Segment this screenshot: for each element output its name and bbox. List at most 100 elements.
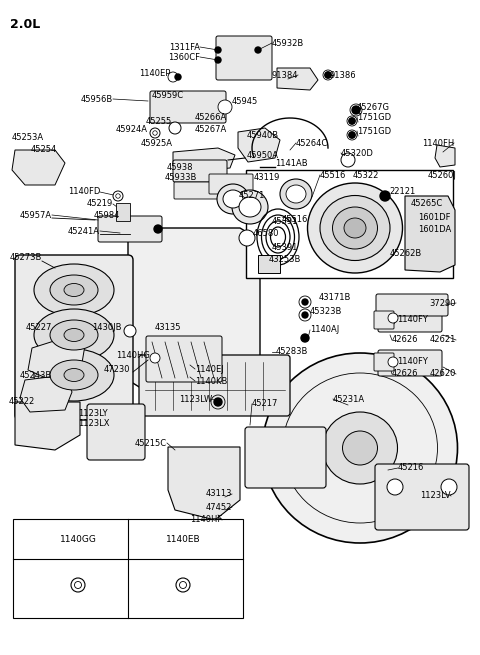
FancyBboxPatch shape	[173, 160, 227, 182]
Text: 45516: 45516	[320, 170, 347, 179]
PathPatch shape	[128, 228, 260, 400]
Text: 45253A: 45253A	[12, 134, 44, 143]
Circle shape	[325, 72, 331, 78]
PathPatch shape	[405, 196, 455, 272]
Circle shape	[388, 313, 398, 323]
PathPatch shape	[173, 148, 235, 172]
Text: 45273B: 45273B	[10, 253, 42, 263]
Text: 45938: 45938	[167, 162, 193, 172]
Text: 45924A: 45924A	[116, 126, 148, 134]
Circle shape	[349, 118, 355, 124]
FancyBboxPatch shape	[209, 174, 253, 194]
Circle shape	[215, 57, 221, 63]
Text: 45320D: 45320D	[341, 149, 374, 157]
Text: 45391: 45391	[272, 244, 298, 252]
FancyBboxPatch shape	[375, 464, 469, 530]
Text: 1123LV: 1123LV	[420, 491, 451, 500]
Text: 42621: 42621	[430, 335, 456, 345]
FancyBboxPatch shape	[15, 255, 133, 420]
Text: 1751GD: 1751GD	[357, 126, 391, 136]
PathPatch shape	[277, 68, 318, 90]
Text: 1140EP: 1140EP	[139, 69, 170, 77]
Circle shape	[353, 107, 359, 113]
Text: 42620: 42620	[430, 369, 456, 379]
Circle shape	[255, 47, 261, 53]
Text: 37290: 37290	[430, 299, 456, 307]
PathPatch shape	[20, 375, 72, 412]
Text: 1140AJ: 1140AJ	[310, 326, 339, 335]
FancyBboxPatch shape	[216, 36, 272, 80]
Circle shape	[150, 128, 160, 138]
Ellipse shape	[344, 218, 366, 238]
Circle shape	[150, 353, 160, 363]
Circle shape	[325, 72, 331, 78]
Text: 42626: 42626	[392, 335, 419, 345]
Text: 45267A: 45267A	[195, 126, 227, 134]
FancyBboxPatch shape	[87, 404, 145, 460]
Circle shape	[349, 118, 355, 124]
Text: 45262B: 45262B	[390, 248, 422, 257]
Ellipse shape	[64, 329, 84, 341]
Text: 45959C: 45959C	[152, 90, 184, 100]
Ellipse shape	[280, 179, 312, 209]
Text: 1430JB: 1430JB	[93, 322, 122, 331]
Text: 1141AB: 1141AB	[275, 159, 308, 168]
Ellipse shape	[308, 183, 403, 273]
Ellipse shape	[323, 412, 397, 484]
Circle shape	[352, 106, 360, 114]
Ellipse shape	[286, 185, 306, 203]
Circle shape	[124, 325, 136, 337]
Circle shape	[302, 299, 308, 305]
Text: 45243B: 45243B	[20, 371, 52, 379]
Circle shape	[74, 582, 82, 588]
Text: 45956B: 45956B	[81, 94, 113, 103]
Circle shape	[341, 153, 355, 167]
PathPatch shape	[15, 402, 80, 450]
Text: 1311FA: 1311FA	[169, 43, 200, 52]
Text: 45932B: 45932B	[272, 39, 304, 48]
Text: 45264C: 45264C	[296, 138, 328, 147]
Text: 45323B: 45323B	[310, 307, 342, 316]
Text: 1140FY: 1140FY	[397, 316, 428, 324]
Circle shape	[387, 479, 403, 495]
Text: 1140GG: 1140GG	[60, 536, 96, 544]
Bar	[258, 255, 280, 273]
Text: 45957A: 45957A	[20, 210, 52, 219]
Circle shape	[215, 47, 221, 53]
Circle shape	[116, 194, 120, 198]
Text: 1601DF: 1601DF	[419, 214, 451, 223]
Text: 91386: 91386	[330, 71, 357, 79]
Text: 22121: 22121	[389, 187, 415, 196]
Circle shape	[168, 72, 178, 82]
Circle shape	[154, 225, 162, 233]
Circle shape	[214, 398, 222, 406]
Text: 45216: 45216	[398, 464, 424, 472]
Text: 45227: 45227	[25, 322, 52, 331]
Text: 45219: 45219	[87, 200, 113, 208]
Circle shape	[71, 578, 85, 592]
Text: 1123LX: 1123LX	[78, 419, 109, 428]
Circle shape	[349, 132, 355, 138]
Text: 1140HG: 1140HG	[116, 352, 150, 360]
Circle shape	[176, 578, 190, 592]
Ellipse shape	[320, 195, 390, 261]
Circle shape	[153, 131, 157, 135]
FancyBboxPatch shape	[150, 91, 226, 123]
Ellipse shape	[239, 197, 261, 217]
Text: 43171B: 43171B	[319, 293, 351, 303]
Ellipse shape	[223, 190, 243, 208]
PathPatch shape	[168, 447, 240, 520]
Text: 1140FY: 1140FY	[397, 358, 428, 367]
Circle shape	[302, 312, 308, 318]
Circle shape	[239, 230, 255, 246]
Bar	[116, 203, 130, 221]
Text: 45283B: 45283B	[276, 348, 308, 356]
Ellipse shape	[333, 207, 377, 249]
PathPatch shape	[12, 150, 65, 185]
Ellipse shape	[50, 360, 98, 390]
Text: 45254: 45254	[31, 145, 57, 155]
Circle shape	[441, 479, 457, 495]
Bar	[13, 519, 243, 618]
Ellipse shape	[34, 309, 114, 361]
Ellipse shape	[50, 320, 98, 350]
